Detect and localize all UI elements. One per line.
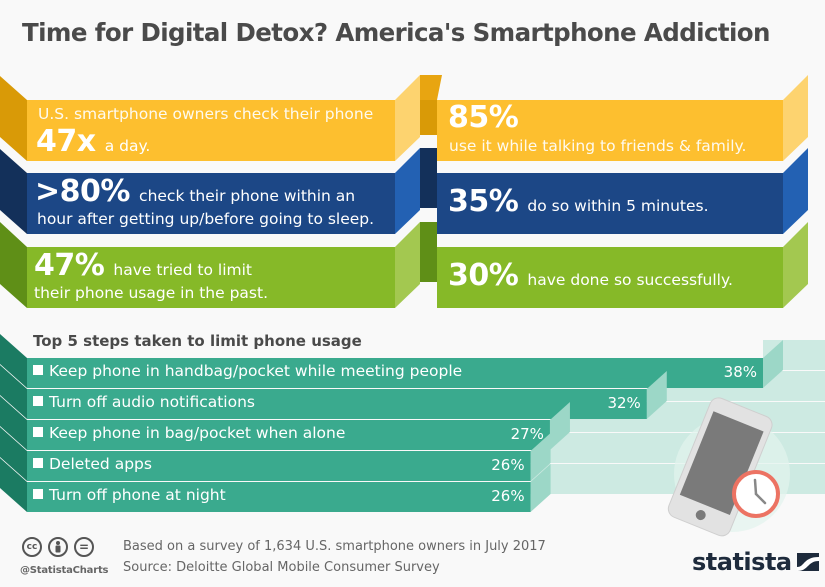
by-icon [48,537,68,557]
stat-left-2-line2: hour after getting up/before going to sl… [37,210,375,228]
bar-category-label: Deleted apps [33,455,152,473]
ribbon-fold-mid-green-back [420,222,437,282]
bar-category-text: Turn off phone at night [49,486,226,504]
stat-right-1-line1: use it while talking to friends & family… [449,137,747,155]
nd-icon: = [74,537,94,557]
ribbon-fold-left-blue [0,149,27,234]
bar-extrusion [763,340,783,388]
bullet-square-icon [33,458,43,468]
bar-category-label: Keep phone in bag/pocket when alone [33,424,345,442]
ribbon-fold-mid-yellow [395,75,420,161]
ribbon-right-yellow [437,100,783,161]
stat-right-2-value: 35% [448,184,519,219]
bar-left-fold [0,365,27,419]
survey-note: Based on a survey of 1,634 U.S. smartpho… [123,539,546,554]
ribbon-fold-mid-blue-back [420,148,437,208]
ribbon-right-green [437,247,783,308]
bar-value-label: 32% [607,394,641,412]
bar-left-fold [0,427,27,481]
ribbon-right-blue [437,173,783,234]
bullet-square-icon [33,365,43,375]
stat-left-1-row2: 47x a day. [36,124,150,159]
ribbon-fold-right-blue [783,148,808,234]
stat-left-3-value: 47% [34,248,105,283]
stat-left-1-line2: a day. [104,137,151,155]
bar-left-fold [0,396,27,450]
stat-left-3-row1: 47% have tried to limit [34,248,252,283]
stat-right-3-value: 30% [448,258,519,293]
stat-right-1-value: 85% [448,100,519,135]
bar-left-fold [0,334,27,388]
stat-left-2-row1: >80% check their phone within an [35,174,355,209]
bar-series [27,340,783,512]
bar-chart-heading: Top 5 steps taken to limit phone usage [33,332,362,350]
bar-value-label: 26% [491,456,525,474]
bar-category-text: Deleted apps [49,455,152,473]
cc-icon: cc [22,537,42,557]
bar-extrusion [530,464,551,512]
bar-category-label: Turn off phone at night [33,486,226,504]
statista-logo-text: statista [692,548,792,576]
stat-left-3-line2: their phone usage in the past. [34,284,269,302]
ribbon-left-yellow [27,100,395,161]
statista-logo-icon [796,553,819,571]
ribbon-fold-mid-blue [395,148,420,234]
bar-category-text: Keep phone in bag/pocket when alone [49,424,346,442]
stat-right-3-line1: have done so successfully. [527,271,733,289]
bar-value-label: 38% [723,363,757,381]
stat-left-1-value: 47x [36,124,96,159]
bullet-square-icon [33,396,43,406]
ribbon-fold-left-green [0,222,27,308]
ribbon-left-green [27,247,395,308]
clock-hand-hour [753,478,758,496]
stat-left-2-line1: check their phone within an [139,187,356,205]
bar-category-text: Keep phone in handbag/pocket while meeti… [49,362,463,380]
twitter-handle[interactable]: @StatistaCharts [20,565,109,576]
phone-screen [679,411,764,515]
phone-home-button [695,510,706,521]
ribbon-fold-right-yellow [783,75,808,161]
bar [27,389,647,419]
ribbon-fold-mid-yellow-top [420,75,442,100]
stat-right-2-row: 35% do so within 5 minutes. [448,184,709,219]
bar [27,482,531,512]
bar-left-folds [0,334,27,512]
ribbon-fold-left-yellow [0,76,27,161]
ribbon-left-blue [27,173,395,234]
bar-value-label: 27% [510,425,544,443]
stat-left-2-value: >80% [35,174,130,209]
phone-illustration [667,397,790,537]
source-note: Source: Deloitte Global Mobile Consumer … [123,560,440,575]
bar [27,420,550,450]
bar-extrusion [646,371,667,419]
clock-hand-minute [754,492,767,505]
bullet-square-icon [33,427,43,437]
bar-extrusion [549,402,570,450]
bullet-square-icon [33,489,43,499]
bar-category-label: Turn off audio notifications [33,393,255,411]
bar-category-label: Keep phone in handbag/pocket while meeti… [33,362,462,380]
stat-right-3-row: 30% have done so successfully. [448,258,733,293]
bar-extrusion [530,433,551,481]
bar-left-fold [0,458,27,512]
ribbon-fold-mid-green [395,222,420,308]
stat-left-1-line1: U.S. smartphone owners check their phone [38,105,374,123]
stat-right-2-line1: do so within 5 minutes. [527,197,709,215]
ribbon-fold-right-green [783,222,808,308]
stat-left-3-line1: have tried to limit [113,261,253,279]
bar [27,358,763,388]
bar-value-label: 26% [491,487,525,505]
bar [27,451,531,481]
statista-logo[interactable]: statista [692,548,819,576]
chart-title: Time for Digital Detox? America's Smartp… [22,18,770,47]
bar-category-text: Turn off audio notifications [49,393,255,411]
